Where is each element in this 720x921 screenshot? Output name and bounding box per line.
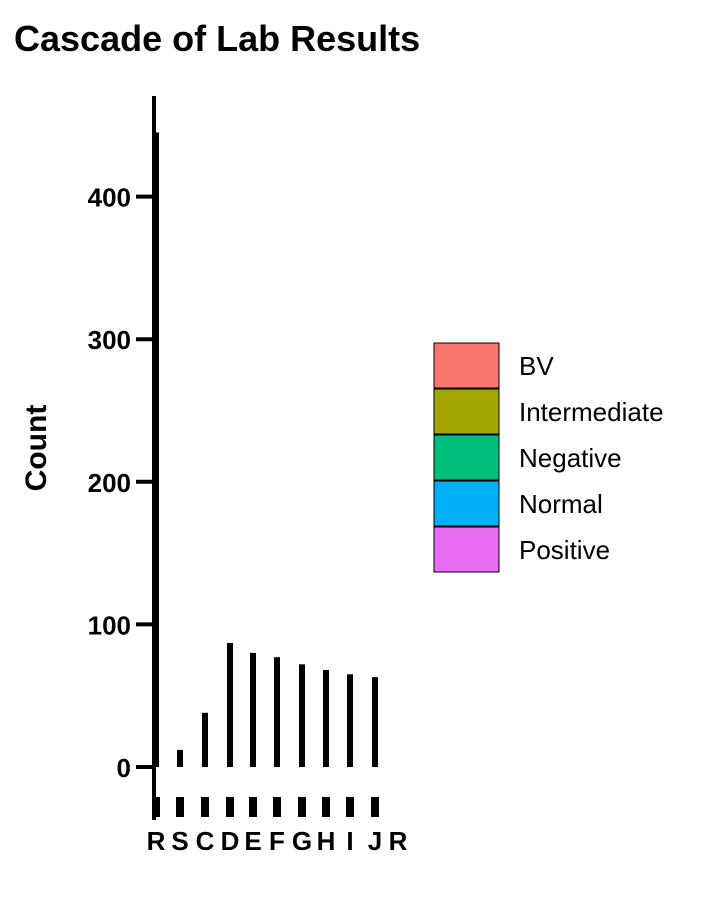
x-tick-mark <box>346 797 354 817</box>
legend-swatch <box>433 434 500 481</box>
bar <box>372 677 378 767</box>
x-tick-mark <box>176 797 184 817</box>
x-tick-mark <box>322 797 330 817</box>
x-tick-mark <box>273 797 281 817</box>
x-tick-label: C <box>196 826 215 856</box>
legend-swatch <box>433 388 500 435</box>
bar <box>274 657 280 767</box>
y-tick-label: 400 <box>88 183 131 213</box>
chart-title: Cascade of Lab Results <box>14 18 420 59</box>
legend-swatch <box>433 480 500 527</box>
x-tick-label: R <box>389 826 408 856</box>
y-axis-ticks: 0 100 200 300 400 <box>88 183 154 783</box>
x-tick-label: D <box>221 826 240 856</box>
y-tick-label: 0 <box>117 753 131 783</box>
x-tick-label: E <box>244 826 261 856</box>
bar <box>250 652 256 767</box>
legend-label: Negative <box>519 443 622 473</box>
x-tick-label: J <box>368 826 382 856</box>
y-tick-label: 100 <box>88 610 131 640</box>
bar <box>323 670 329 767</box>
x-tick-mark <box>298 797 306 817</box>
x-tick-label: S <box>171 826 188 856</box>
bar <box>202 712 208 767</box>
y-axis-label: Count <box>20 405 53 492</box>
bar <box>347 674 353 767</box>
bar-series <box>153 132 378 767</box>
x-tick-mark <box>201 797 209 817</box>
x-tick-label: F <box>269 826 285 856</box>
legend-swatch <box>433 526 500 573</box>
legend-label: Positive <box>519 535 610 565</box>
legend-swatch <box>433 342 500 389</box>
x-tick-mark <box>226 797 234 817</box>
bar <box>227 642 233 767</box>
y-tick-label: 300 <box>88 325 131 355</box>
legend-label: BV <box>519 351 554 381</box>
legend-label: Normal <box>519 489 603 519</box>
x-tick-label: I <box>346 826 353 856</box>
x-tick-mark <box>371 797 379 817</box>
bar <box>177 749 183 767</box>
bar <box>299 664 305 767</box>
legend-label: Intermediate <box>519 397 664 427</box>
x-tick-label: H <box>317 826 336 856</box>
legend: BV Intermediate Negative Normal Positive <box>433 342 664 573</box>
x-tick-label: R <box>147 826 166 856</box>
y-tick-label: 200 <box>88 468 131 498</box>
x-tick-mark <box>249 797 257 817</box>
x-tick-label: G <box>292 826 312 856</box>
